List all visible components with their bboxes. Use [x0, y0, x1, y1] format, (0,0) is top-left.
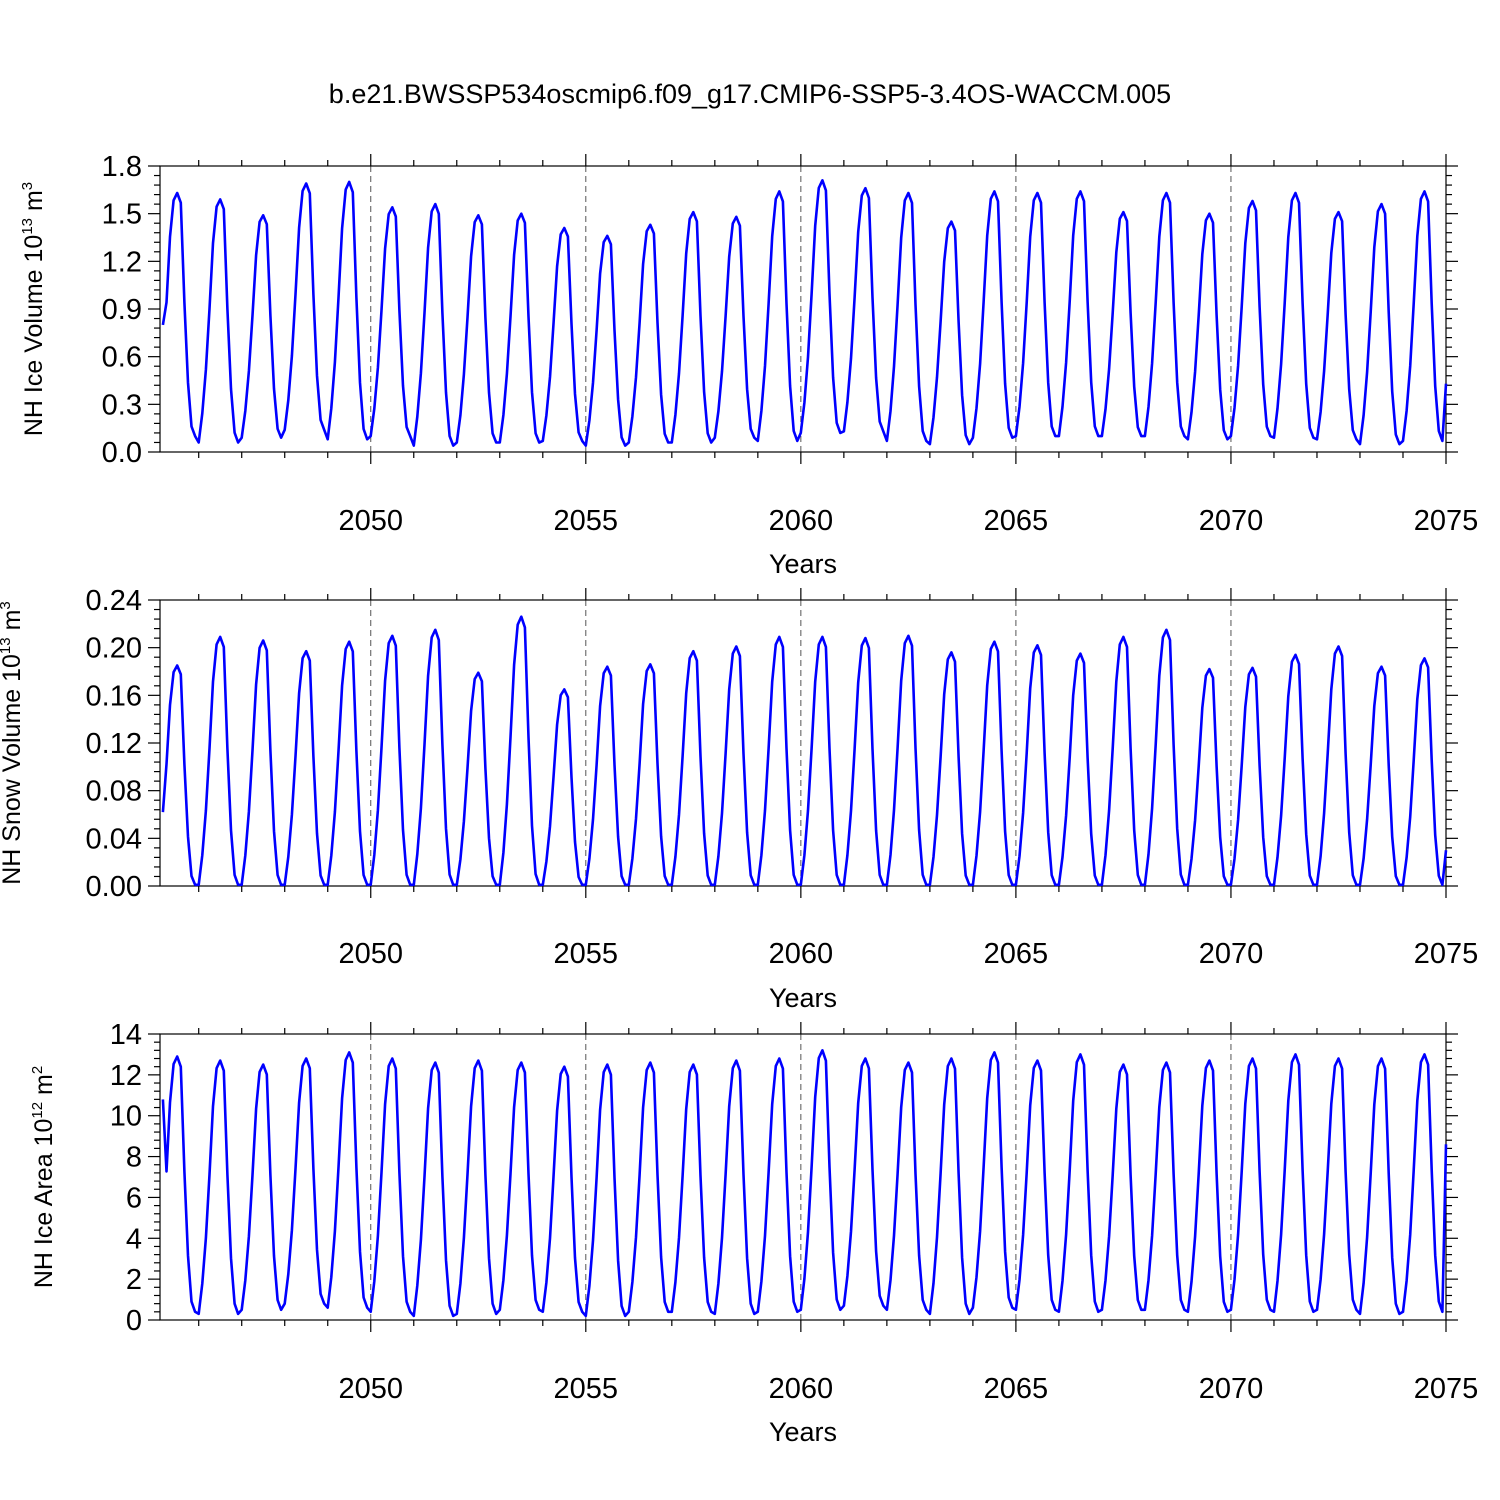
x-tick-label: 2060 — [769, 938, 834, 970]
x-tick-label: 2065 — [984, 505, 1049, 537]
y-tick-label: 0.24 — [86, 585, 142, 617]
x-axis-label: Years — [769, 1417, 837, 1447]
x-axis-label: Years — [769, 983, 837, 1013]
y-axis-label-part: 2 — [29, 1066, 46, 1074]
y-tick-label: 0.04 — [86, 823, 142, 855]
y-axis-label: NH Ice Volume 1013 m3 — [19, 182, 48, 436]
y-tick-label: 0 — [126, 1305, 142, 1337]
y-tick-label: 0.0 — [102, 437, 142, 469]
y-axis-label-part: m — [0, 610, 26, 638]
y-tick-label: 0.9 — [102, 294, 142, 326]
y-axis-label-part: 12 — [29, 1102, 46, 1119]
y-axis-label: NH Snow Volume 1013 m3 — [0, 601, 26, 885]
y-tick-label: 1.8 — [102, 151, 142, 183]
x-tick-label: 2075 — [1414, 505, 1479, 537]
y-axis-label-part: 3 — [19, 182, 36, 190]
x-tick-label: 2065 — [984, 1373, 1049, 1405]
y-tick-label: 0.3 — [102, 389, 142, 421]
series-line — [161, 615, 1448, 887]
y-axis-label-part: 3 — [0, 601, 14, 609]
x-tick-label: 2070 — [1199, 505, 1264, 537]
y-axis-label-part: 13 — [0, 637, 14, 654]
y-tick-label: 0.16 — [86, 680, 142, 712]
panel-1: 0.0 0.3 0.6 0.9 1.2 1.5 1.8 2050 2055 2060 2065 207… — [19, 151, 1478, 579]
x-tick-label: 2060 — [769, 505, 834, 537]
y-tick-label: 0.12 — [86, 728, 142, 760]
y-tick-label: 14 — [110, 1019, 142, 1051]
y-tick-label: 8 — [126, 1142, 142, 1174]
y-tick-label: 4 — [126, 1223, 142, 1255]
series-line — [161, 179, 1448, 447]
x-tick-label: 2055 — [554, 938, 619, 970]
x-tick-label: 2055 — [554, 505, 619, 537]
panels: 0.0 0.3 0.6 0.9 1.2 1.5 1.8 2050 2055 2060 2065 207… — [0, 151, 1478, 1447]
y-tick-label: 0.08 — [86, 776, 142, 808]
y-tick-label: 0.00 — [86, 871, 142, 903]
y-axis-label-part: NH Ice Area 10 — [30, 1119, 58, 1289]
y-tick-label: 10 — [110, 1101, 142, 1133]
figure-title: b.e21.BWSSP534oscmip6.f09_g17.CMIP6-SSP5… — [329, 79, 1171, 109]
x-tick-label: 2060 — [769, 1373, 834, 1405]
y-axis-label-part: 13 — [19, 218, 36, 235]
y-axis-label-part: m — [30, 1074, 58, 1102]
series-line — [161, 1049, 1448, 1318]
x-tick-label: 2075 — [1414, 1373, 1479, 1405]
y-tick-label: 0.20 — [86, 633, 142, 665]
y-tick-label: 1.5 — [102, 199, 142, 231]
y-axis-label-part: m — [20, 190, 48, 218]
panel-2: 0.00 0.04 0.08 0.12 0.16 0.20 0.24 2050 2055 2060… — [0, 585, 1478, 1013]
y-axis-label: NH Ice Area 1012 m2 — [29, 1066, 58, 1288]
x-tick-label: 2065 — [984, 938, 1049, 970]
x-tick-label: 2070 — [1199, 938, 1264, 970]
y-tick-label: 2 — [126, 1264, 142, 1296]
y-tick-label: 6 — [126, 1182, 142, 1214]
y-axis-label-part: NH Snow Volume 10 — [0, 654, 26, 885]
panel-3: 0 2 4 6 8 10 12 14 2050 2055 2060 2065 2070 2075 Years… — [29, 1019, 1478, 1447]
x-tick-label: 2075 — [1414, 938, 1479, 970]
y-tick-label: 12 — [110, 1060, 142, 1092]
y-tick-label: 0.6 — [102, 342, 142, 374]
x-tick-label: 2050 — [338, 505, 403, 537]
y-tick-label: 1.2 — [102, 246, 142, 278]
x-tick-label: 2050 — [338, 1373, 403, 1405]
x-tick-label: 2055 — [554, 1373, 619, 1405]
y-axis-label-part: NH Ice Volume 10 — [20, 235, 48, 437]
x-axis-label: Years — [769, 549, 837, 579]
x-tick-label: 2070 — [1199, 1373, 1264, 1405]
x-tick-label: 2050 — [338, 938, 403, 970]
